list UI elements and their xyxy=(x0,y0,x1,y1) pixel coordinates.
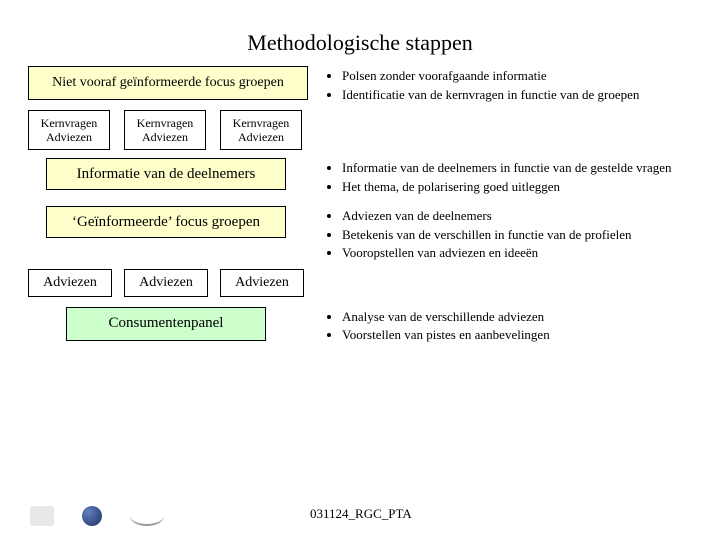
box-info-deelnemers: Informatie van de deelnemers xyxy=(46,158,286,190)
left-col: Consumentenpanel xyxy=(0,307,310,341)
bullet: Identificatie van de kernvragen in funct… xyxy=(342,86,720,104)
kv-line1: Kernvragen xyxy=(233,116,290,130)
bullet: Polsen zonder voorafgaande informatie xyxy=(342,67,720,85)
step-row-focus-uninformed: Niet vooraf geïnformeerde focus groepen … xyxy=(0,66,720,104)
kernvragen-box: Kernvragen Adviezen xyxy=(28,110,110,150)
bullets-focus-uninformed: Polsen zonder voorafgaande informatie Id… xyxy=(310,66,720,104)
logo-arc-icon xyxy=(130,506,164,526)
left-col: ‘Geïnformeerde’ focus groepen xyxy=(0,206,310,238)
logo-placeholder-icon xyxy=(30,506,54,526)
bullet: Het thema, de polarisering goed uitlegge… xyxy=(342,178,720,196)
kernvragen-box: Kernvragen Adviezen xyxy=(220,110,302,150)
adviezen-box: Adviezen xyxy=(124,269,208,297)
kv-line2: Adviezen xyxy=(238,130,284,144)
logo-circle-icon xyxy=(82,506,102,526)
bullet: Informatie van de deelnemers in functie … xyxy=(342,159,720,177)
step-row-consumentenpanel: Consumentenpanel Analyse van de verschil… xyxy=(0,307,720,345)
bullet: Voorstellen van pistes en aanbevelingen xyxy=(342,326,720,344)
footer-reference: 031124_RGC_PTA xyxy=(310,506,412,522)
left-col: Informatie van de deelnemers xyxy=(0,158,310,190)
step-row-info-deelnemers: Informatie van de deelnemers Informatie … xyxy=(0,158,720,196)
kv-line2: Adviezen xyxy=(142,130,188,144)
step-row-focus-informed: ‘Geïnformeerde’ focus groepen Adviezen v… xyxy=(0,206,720,263)
adviezen-box: Adviezen xyxy=(220,269,304,297)
bullet: Analyse van de verschillende adviezen xyxy=(342,308,720,326)
adviezen-box: Adviezen xyxy=(28,269,112,297)
bullet: Vooropstellen van adviezen en ideeën xyxy=(342,244,720,262)
left-col: Niet vooraf geïnformeerde focus groepen xyxy=(0,66,310,100)
footer-logos xyxy=(30,506,164,526)
box-focus-uninformed: Niet vooraf geïnformeerde focus groepen xyxy=(28,66,308,100)
kernvragen-box: Kernvragen Adviezen xyxy=(124,110,206,150)
slide: Methodologische stappen Niet vooraf geïn… xyxy=(0,0,720,540)
kv-line1: Kernvragen xyxy=(41,116,98,130)
kernvragen-row: Kernvragen Adviezen Kernvragen Adviezen … xyxy=(0,110,720,150)
bullet: Betekenis van de verschillen in functie … xyxy=(342,226,720,244)
adviezen-row: Adviezen Adviezen Adviezen xyxy=(0,269,720,297)
box-consumentenpanel: Consumentenpanel xyxy=(66,307,266,341)
bullet: Adviezen van de deelnemers xyxy=(342,207,720,225)
kv-line1: Kernvragen xyxy=(137,116,194,130)
bullets-focus-informed: Adviezen van de deelnemers Betekenis van… xyxy=(310,206,720,263)
box-focus-informed: ‘Geïnformeerde’ focus groepen xyxy=(46,206,286,238)
bullets-consumentenpanel: Analyse van de verschillende adviezen Vo… xyxy=(310,307,720,345)
page-title: Methodologische stappen xyxy=(0,0,720,66)
bullets-info-deelnemers: Informatie van de deelnemers in functie … xyxy=(310,158,720,196)
kv-line2: Adviezen xyxy=(46,130,92,144)
